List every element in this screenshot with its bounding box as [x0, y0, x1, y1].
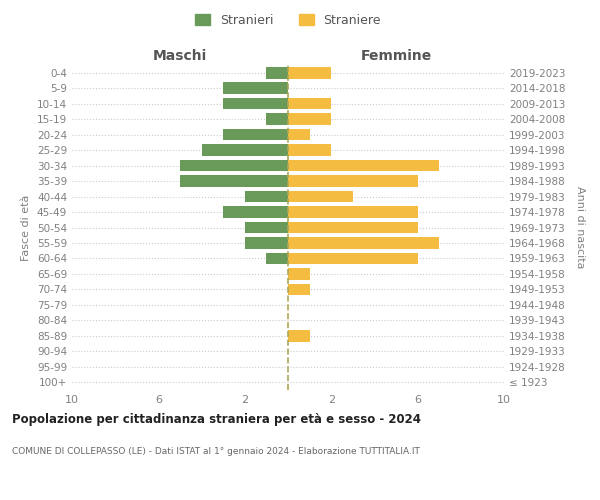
Bar: [266, 67, 288, 78]
Bar: [288, 190, 353, 202]
Bar: [266, 114, 288, 125]
Bar: [288, 160, 439, 172]
Text: Maschi: Maschi: [153, 48, 207, 62]
Bar: [288, 98, 331, 110]
Bar: [245, 190, 288, 202]
Text: Femmine: Femmine: [361, 48, 431, 62]
Text: Popolazione per cittadinanza straniera per età e sesso - 2024: Popolazione per cittadinanza straniera p…: [12, 412, 421, 426]
Bar: [245, 222, 288, 234]
Bar: [266, 252, 288, 264]
Bar: [202, 144, 288, 156]
Bar: [288, 144, 331, 156]
Bar: [245, 237, 288, 249]
Bar: [288, 114, 331, 125]
Bar: [288, 206, 418, 218]
Bar: [223, 98, 288, 110]
Bar: [288, 176, 418, 187]
Bar: [288, 222, 418, 234]
Bar: [288, 67, 331, 78]
Legend: Stranieri, Straniere: Stranieri, Straniere: [190, 8, 386, 32]
Bar: [223, 206, 288, 218]
Y-axis label: Fasce di età: Fasce di età: [22, 194, 31, 260]
Bar: [180, 160, 288, 172]
Text: COMUNE DI COLLEPASSO (LE) - Dati ISTAT al 1° gennaio 2024 - Elaborazione TUTTITA: COMUNE DI COLLEPASSO (LE) - Dati ISTAT a…: [12, 448, 420, 456]
Bar: [288, 129, 310, 140]
Bar: [288, 268, 310, 280]
Bar: [288, 330, 310, 342]
Bar: [288, 284, 310, 295]
Bar: [223, 82, 288, 94]
Bar: [288, 237, 439, 249]
Bar: [223, 129, 288, 140]
Bar: [288, 252, 418, 264]
Bar: [180, 176, 288, 187]
Y-axis label: Anni di nascita: Anni di nascita: [575, 186, 585, 269]
